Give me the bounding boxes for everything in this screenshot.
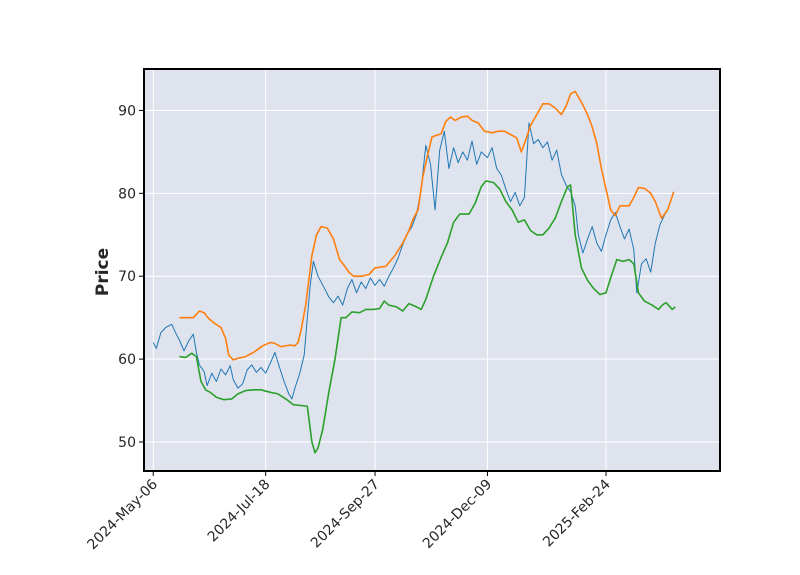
x-tick-label: 2024-Jul-18	[205, 477, 274, 546]
plot-frame	[143, 68, 721, 472]
series-layer	[152, 90, 676, 454]
y-tick-label: 80	[118, 186, 136, 202]
x-tick-label: 2025-Feb-24	[540, 476, 614, 550]
x-tick-label: 2024-May-06	[85, 476, 162, 553]
series-line-3	[179, 180, 676, 454]
plot-background	[144, 69, 720, 471]
y-tick-label: 50	[118, 435, 136, 451]
x-tick-label: 2024-Sep-27	[308, 477, 383, 552]
x-axis: 2024-May-06 2024-Jul-18 2024-Sep-27 2024-De…	[85, 471, 614, 553]
x-tick-label: 2024-Dec-09	[420, 477, 495, 552]
grid	[144, 69, 720, 471]
y-axis-label: Price	[93, 248, 113, 296]
y-tick-label: 70	[118, 269, 136, 285]
series-line-2	[179, 90, 675, 361]
y-axis: 50 60 70 80 90	[118, 103, 144, 451]
y-tick-label: 60	[118, 352, 136, 368]
y-tick-label: 90	[118, 103, 136, 119]
